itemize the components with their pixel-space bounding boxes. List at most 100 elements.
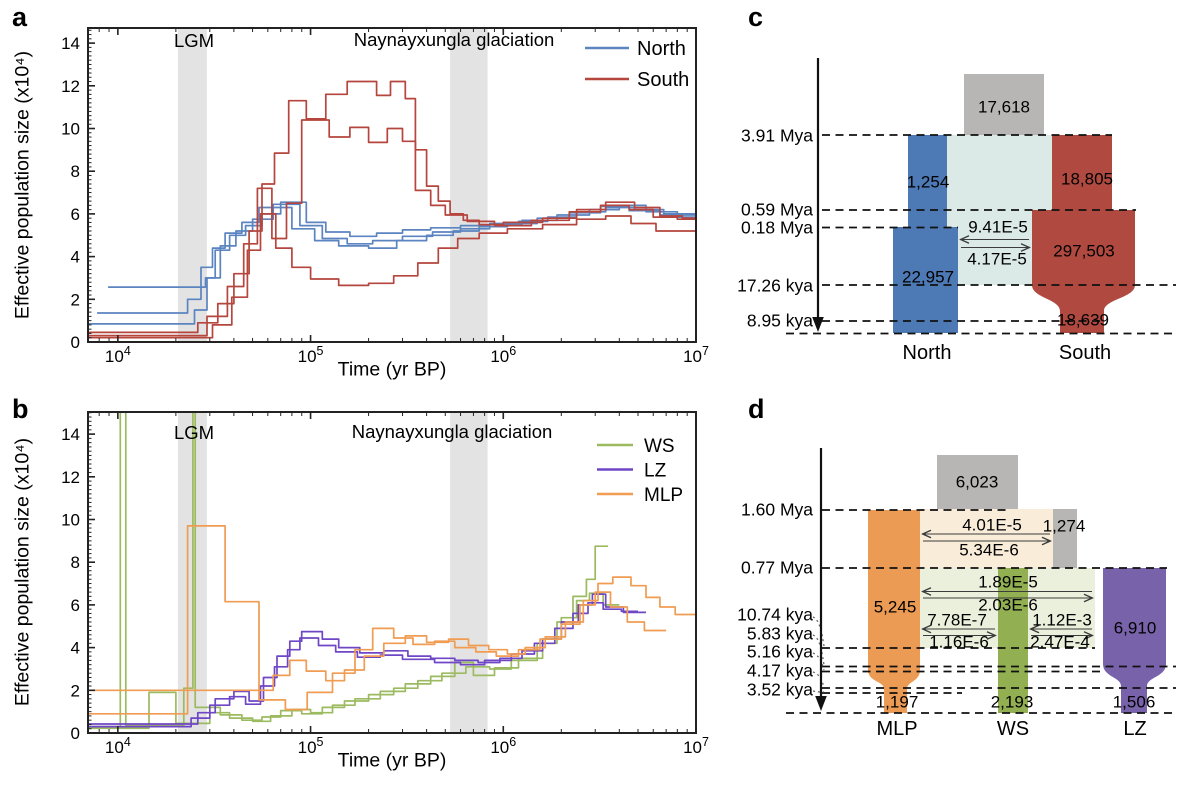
mlp-population-shape (868, 510, 920, 713)
population-label-lz: LZ (1123, 718, 1147, 740)
size-north-recent: 22,957 (902, 267, 954, 287)
time-0.59mya: 0.59 Mya (741, 199, 813, 220)
model-d (786, 448, 1176, 714)
leader-4.17kya (812, 671, 825, 688)
size-ancestral-d: 6,023 (955, 472, 999, 492)
legend-label-ws: WS (644, 436, 675, 457)
time-3.91mya: 3.91 Mya (741, 125, 813, 146)
y-tick-label: 8 (71, 553, 80, 572)
time-5.16kya: 5.16 kya (746, 641, 813, 662)
series-lines (88, 80, 696, 339)
time-17.26kya: 17.26 kya (737, 275, 813, 296)
series-lines (88, 412, 696, 730)
size-mlp-recent: 1,197 (875, 692, 919, 712)
y-axis-title-b: Effective population size (x10⁴) (11, 437, 34, 707)
size-ancestral-c: 17,618 (978, 97, 1030, 117)
naynayxungla-label-a: Naynayxungla glaciation (353, 28, 555, 50)
time-0.77mya: 0.77 Mya (741, 557, 813, 578)
panel-letter-a: a (12, 2, 28, 32)
time-0.18mya: 0.18 Mya (741, 217, 813, 238)
time-1.60mya: 1.60 Mya (741, 499, 813, 520)
rate-ws-lz-upper: 1.12E-3 (1032, 610, 1092, 630)
time-8.95kya: 8.95 kya (746, 310, 813, 331)
y-tick-label: 4 (71, 248, 80, 267)
population-label-north: North (902, 342, 952, 364)
lz-population-shape (1103, 568, 1166, 713)
time-5.83kya: 5.83 kya (746, 623, 813, 644)
lgm-label-b: LGM (173, 421, 215, 443)
y-axis-title-a: Effective population size (x10⁴) (11, 50, 34, 320)
population-label-south: South (1058, 342, 1112, 364)
time-axis-arrowhead-c (812, 317, 824, 332)
y-tick-label: 2 (71, 290, 80, 309)
time-axis-arrowhead-d (815, 696, 827, 711)
mlp-line-1 (88, 525, 667, 715)
naynayxungla-label-b: Naynayxungla glaciation (351, 420, 553, 442)
mlp-line-2 (88, 576, 696, 692)
y-tick-label: 14 (61, 34, 80, 53)
y-tick-label: 10 (61, 120, 80, 139)
rate-mlp-wslz-lower: 5.34E-6 (959, 540, 1019, 560)
rate-mlp-ws-upper: 7.78E-7 (927, 610, 987, 630)
population-label-ws: WS (996, 718, 1030, 740)
plot-border (87, 27, 697, 343)
south-line-2 (88, 119, 696, 337)
panel-letter-b: b (12, 394, 29, 424)
rate-mlp-ws-lower: 1.16E-6 (929, 632, 989, 652)
panel-letter-d: d (748, 394, 765, 424)
glaciation-bands (177, 28, 488, 342)
y-tick-label: 12 (61, 468, 80, 487)
panel-letter-c: c (748, 2, 764, 32)
size-south-ancient: 18,805 (1061, 169, 1113, 189)
rate-ws-lz-lower: 2.47E-4 (1030, 632, 1090, 652)
glaciation-band (450, 412, 488, 733)
population-label-mlp: MLP (876, 718, 918, 740)
size-south-expanded: 297,503 (1053, 241, 1115, 261)
size-ws-lz-ancestor: 1,274 (1042, 516, 1086, 536)
legend: North South (585, 38, 689, 91)
legend-label-south: South (637, 69, 689, 91)
glaciation-band (450, 28, 488, 342)
leader-10.74kya (812, 616, 825, 647)
glaciation-band (177, 28, 207, 342)
y-tick-label: 8 (71, 162, 80, 181)
leader-3.52kya (812, 690, 825, 693)
x-axis-title-b: Time (yr BP) (337, 749, 447, 772)
time-10.74kya: 10.74 kya (737, 604, 813, 625)
ancestral-population-d (937, 455, 1018, 509)
leader-5.83kya (812, 634, 825, 666)
legend-label-mlp: MLP (644, 485, 683, 506)
size-lz-recent: 1,506 (1112, 692, 1156, 712)
ws-lz-ancestor-shape (1053, 509, 1077, 568)
rate-mlp-wslz-upper: 4.01E-5 (962, 515, 1022, 535)
rate-into-north: 9.41E-5 (968, 217, 1028, 237)
y-tick-label: 6 (71, 205, 80, 224)
legend-label-north: North (637, 38, 686, 60)
time-4.17kya: 4.17 kya (746, 660, 813, 681)
y-tick-label: 10 (61, 511, 80, 530)
y-tick-label: 0 (71, 333, 80, 352)
time-3.52kya: 3.52 kya (746, 679, 813, 700)
legend-label-lz: LZ (644, 461, 667, 482)
south-line-3 (88, 213, 696, 339)
rate-into-south: 4.17E-5 (967, 249, 1027, 269)
old-migration-region-d (920, 509, 1053, 568)
rate-mlp-lz-upper: 1.89E-5 (978, 572, 1038, 592)
x-axis-title-a: Time (yr BP) (337, 358, 447, 381)
north-line-2 (97, 205, 696, 314)
south-population-shape (1032, 135, 1135, 333)
y-tick-label: 14 (61, 425, 80, 444)
y-tick-label: 4 (71, 639, 80, 658)
size-north-ancient: 1,254 (906, 172, 950, 192)
north-population-shape (893, 135, 958, 333)
y-tick-label: 2 (71, 681, 80, 700)
lgm-label-a: LGM (173, 29, 215, 51)
y-tick-label: 0 (71, 724, 80, 743)
leader-5.16kya (812, 652, 825, 671)
legend: WS LZ MLP (597, 436, 683, 506)
